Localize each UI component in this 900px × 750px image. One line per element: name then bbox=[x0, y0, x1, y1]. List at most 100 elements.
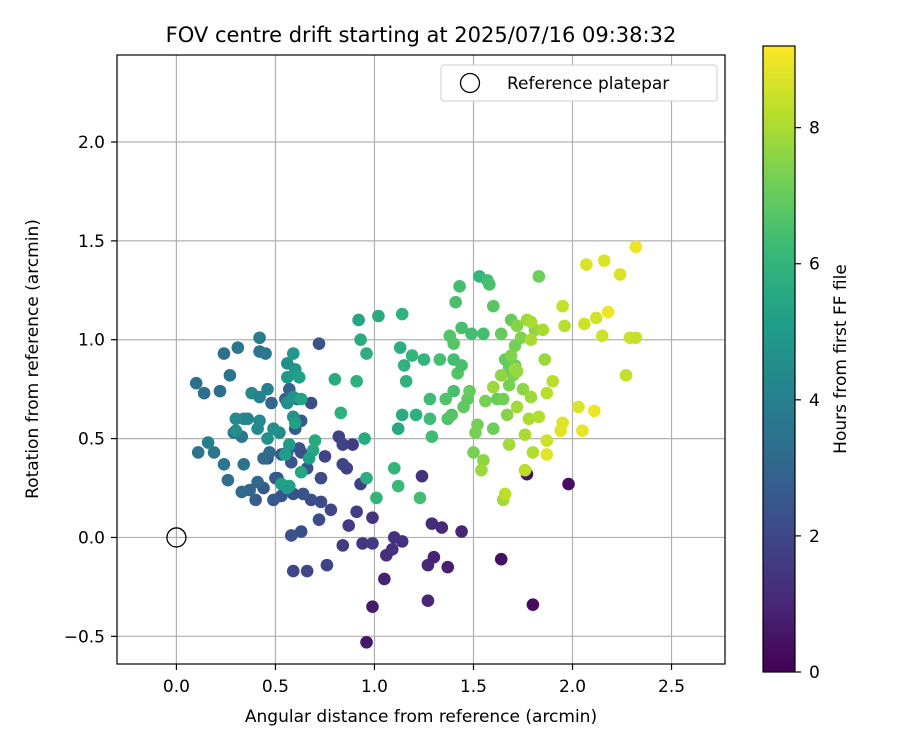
data-point bbox=[494, 552, 508, 566]
data-point bbox=[479, 394, 492, 408]
x-tick-label: 0.5 bbox=[262, 677, 289, 697]
data-point bbox=[536, 323, 550, 337]
data-point bbox=[265, 396, 278, 410]
data-point bbox=[318, 450, 332, 463]
data-point bbox=[251, 422, 264, 436]
data-point bbox=[532, 270, 546, 283]
data-point bbox=[257, 452, 270, 465]
data-point bbox=[286, 347, 300, 360]
data-point bbox=[546, 374, 560, 388]
data-point bbox=[395, 408, 409, 422]
data-point bbox=[471, 418, 484, 432]
data-point bbox=[589, 311, 603, 325]
data-point bbox=[253, 331, 266, 345]
y-tick-label: 1.0 bbox=[78, 331, 105, 351]
data-point bbox=[352, 313, 365, 327]
data-point bbox=[366, 600, 379, 613]
data-point bbox=[572, 400, 585, 414]
data-point bbox=[358, 432, 371, 445]
colorbar-ticks: 0 2 4 6 8 bbox=[795, 119, 820, 683]
colorbar-tick-label: 6 bbox=[809, 255, 820, 275]
y-tick-label: 0.0 bbox=[78, 528, 105, 548]
data-point bbox=[217, 347, 231, 360]
y-tick-label: 0.5 bbox=[78, 430, 105, 450]
data-point bbox=[455, 321, 468, 335]
legend: Reference platepar bbox=[440, 64, 718, 102]
data-point bbox=[463, 384, 476, 398]
y-axis-ticks: −0.5 0.0 0.5 1.0 1.5 2.0 bbox=[64, 133, 117, 647]
data-point bbox=[253, 390, 266, 404]
data-point bbox=[281, 357, 294, 370]
data-point bbox=[391, 479, 405, 493]
data-point bbox=[514, 331, 528, 345]
data-point bbox=[629, 240, 643, 254]
data-point bbox=[496, 392, 510, 406]
data-point bbox=[417, 353, 431, 366]
data-point bbox=[405, 349, 419, 362]
data-point bbox=[500, 408, 514, 422]
data-point bbox=[455, 525, 468, 538]
data-point bbox=[425, 430, 439, 443]
data-point bbox=[387, 531, 401, 544]
data-point bbox=[441, 560, 455, 574]
data-point bbox=[314, 495, 328, 509]
data-point bbox=[486, 299, 500, 313]
data-point bbox=[336, 539, 350, 552]
data-point bbox=[486, 422, 500, 436]
data-point bbox=[576, 424, 589, 437]
data-point bbox=[540, 386, 554, 400]
data-point bbox=[372, 309, 385, 323]
data-point bbox=[292, 370, 306, 384]
data-point bbox=[538, 353, 552, 366]
data-point bbox=[267, 493, 280, 507]
data-point bbox=[221, 473, 235, 487]
data-point bbox=[261, 432, 274, 445]
data-point bbox=[286, 564, 300, 578]
data-point bbox=[504, 349, 518, 362]
data-point bbox=[366, 537, 379, 550]
data-point bbox=[197, 386, 211, 400]
data-point bbox=[556, 299, 569, 313]
data-point bbox=[502, 378, 516, 392]
data-point bbox=[595, 329, 609, 343]
data-point bbox=[540, 434, 554, 447]
data-point bbox=[524, 390, 538, 404]
data-point bbox=[477, 327, 490, 341]
data-point bbox=[510, 365, 524, 378]
data-point bbox=[360, 347, 373, 360]
y-tick-label: 2.0 bbox=[78, 133, 105, 153]
data-point bbox=[366, 511, 379, 524]
data-point bbox=[229, 424, 243, 437]
colorbar-tick-label: 2 bbox=[809, 527, 820, 547]
data-point bbox=[312, 513, 326, 526]
data-point bbox=[288, 416, 302, 430]
data-point bbox=[494, 369, 508, 382]
data-point bbox=[300, 564, 314, 578]
data-point bbox=[439, 392, 453, 406]
data-point bbox=[279, 448, 292, 461]
data-point bbox=[475, 463, 488, 477]
data-point bbox=[399, 374, 413, 388]
data-point bbox=[435, 521, 449, 534]
data-point bbox=[387, 461, 401, 475]
data-point bbox=[502, 438, 516, 451]
data-point bbox=[213, 384, 227, 398]
data-point bbox=[510, 400, 524, 414]
data-point bbox=[249, 493, 262, 507]
y-tick-label: 1.5 bbox=[78, 232, 105, 252]
data-point bbox=[342, 519, 356, 532]
data-point bbox=[241, 412, 255, 426]
grid-lines bbox=[117, 55, 725, 664]
data-point bbox=[261, 382, 274, 396]
data-point bbox=[427, 550, 441, 564]
data-point bbox=[516, 382, 530, 396]
data-point bbox=[477, 454, 490, 467]
data-point bbox=[231, 341, 245, 354]
data-point bbox=[237, 457, 251, 471]
data-point bbox=[189, 376, 203, 390]
x-tick-label: 1.5 bbox=[460, 677, 487, 697]
data-point bbox=[201, 436, 215, 449]
colorbar-tick-label: 4 bbox=[809, 391, 820, 411]
data-point bbox=[346, 438, 359, 451]
data-point bbox=[370, 491, 383, 505]
